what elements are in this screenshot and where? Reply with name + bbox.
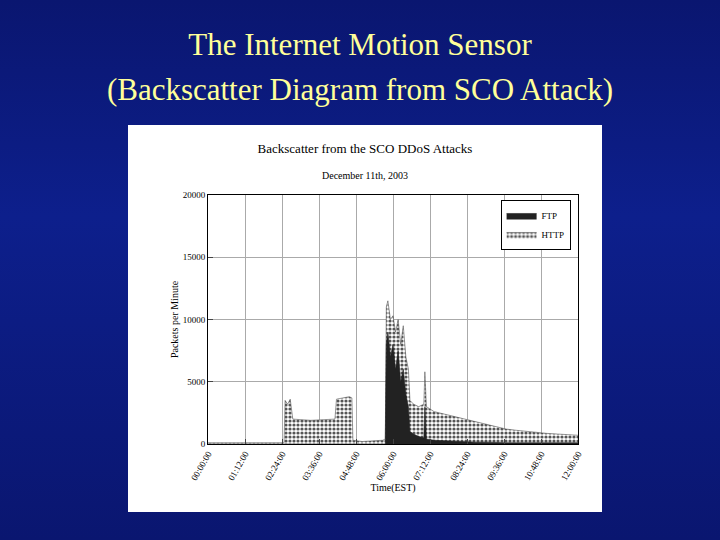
- svg-text:12:00:00: 12:00:00: [559, 449, 584, 482]
- svg-text:00:00:00: 00:00:00: [189, 449, 214, 482]
- svg-text:5000: 5000: [187, 377, 206, 387]
- svg-text:10000: 10000: [183, 315, 206, 325]
- svg-text:06:00:00: 06:00:00: [374, 449, 399, 482]
- svg-text:December 11th, 2003: December 11th, 2003: [322, 170, 408, 181]
- svg-text:FTP: FTP: [542, 211, 558, 221]
- svg-text:HTTP: HTTP: [542, 230, 565, 240]
- svg-text:01:12:00: 01:12:00: [226, 449, 251, 482]
- svg-text:Time(EST): Time(EST): [370, 482, 415, 494]
- svg-text:15000: 15000: [183, 252, 206, 262]
- html-text:(Backscatter Diagram from SCO: (Backscatter Diagram from SCO Attack): [106, 72, 614, 107]
- svg-text:Backscatter from the SCO DDoS: Backscatter from the SCO DDoS Attacks: [258, 141, 473, 156]
- svg-text:07:12:00: 07:12:00: [411, 449, 436, 482]
- svg-text:03:36:00: 03:36:00: [300, 449, 325, 482]
- svg-text:Packets per Minute: Packets per Minute: [169, 280, 180, 358]
- html-text:The Internet Motion Sensor: The Internet Motion Sensor: [188, 27, 532, 62]
- svg-text:20000: 20000: [183, 190, 206, 200]
- svg-text:09:36:00: 09:36:00: [485, 449, 510, 482]
- svg-text:04:48:00: 04:48:00: [337, 449, 362, 482]
- svg-text:08:24:00: 08:24:00: [448, 449, 473, 482]
- svg-text:0: 0: [201, 439, 206, 449]
- svg-text:10:48:00: 10:48:00: [522, 449, 547, 482]
- svg-text:02:24:00: 02:24:00: [263, 449, 288, 482]
